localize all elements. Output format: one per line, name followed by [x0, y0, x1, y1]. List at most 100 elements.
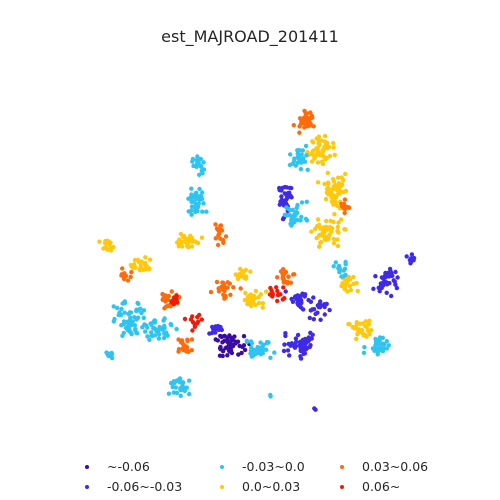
- map-point: [293, 346, 297, 350]
- map-point: [200, 236, 204, 240]
- map-point: [376, 347, 380, 351]
- map-point: [193, 197, 197, 201]
- map-point: [330, 199, 334, 203]
- map-point: [190, 328, 194, 332]
- map-point: [335, 237, 339, 241]
- legend-marker: [220, 465, 224, 469]
- map-point: [296, 152, 300, 156]
- map-point: [337, 264, 341, 268]
- map-point: [312, 406, 316, 410]
- map-point: [288, 152, 292, 156]
- map-point: [145, 334, 149, 338]
- map-point: [229, 339, 233, 343]
- map-point: [130, 265, 134, 269]
- map-point: [236, 352, 240, 356]
- map-point: [143, 329, 147, 333]
- map-point: [178, 386, 182, 390]
- map-point: [237, 344, 241, 348]
- map-point: [292, 272, 296, 276]
- map-point: [119, 323, 123, 327]
- map-point: [194, 191, 198, 195]
- map-point: [201, 201, 205, 205]
- map-point: [233, 341, 237, 345]
- map-point: [290, 341, 294, 345]
- map-point: [362, 333, 366, 337]
- map-point: [283, 213, 287, 217]
- map-point: [275, 275, 279, 279]
- map-point: [325, 141, 329, 145]
- map-point: [298, 296, 302, 300]
- map-point: [393, 270, 397, 274]
- map-point: [326, 181, 330, 185]
- legend-marker: [340, 485, 344, 489]
- map-point: [268, 394, 272, 398]
- map-point: [298, 354, 302, 358]
- map-point: [222, 339, 226, 343]
- map-point: [332, 264, 336, 268]
- map-point: [323, 312, 327, 316]
- map-point: [301, 338, 305, 342]
- map-point: [265, 341, 269, 345]
- map-point: [179, 240, 183, 244]
- map-point: [200, 190, 204, 194]
- map-point: [282, 342, 286, 346]
- map-point: [122, 271, 126, 275]
- map-point: [327, 308, 331, 312]
- map-point: [151, 320, 155, 324]
- map-point: [305, 346, 309, 350]
- map-point: [286, 348, 290, 352]
- map-point: [303, 292, 307, 296]
- legend-label: 0.0~0.03: [242, 478, 300, 496]
- map-point: [136, 316, 140, 320]
- map-point: [317, 233, 321, 237]
- map-point: [318, 226, 322, 230]
- map-point: [291, 162, 295, 166]
- map-point: [291, 300, 295, 304]
- map-point: [275, 289, 279, 293]
- map-point: [109, 354, 113, 358]
- map-point: [141, 268, 145, 272]
- map-point: [331, 177, 335, 181]
- map-point: [169, 322, 173, 326]
- map-point: [275, 299, 279, 303]
- map-point: [321, 154, 325, 158]
- map-point: [336, 244, 340, 248]
- map-point: [194, 208, 198, 212]
- map-point: [242, 343, 246, 347]
- map-point: [313, 227, 317, 231]
- map-point: [106, 239, 110, 243]
- map-point: [317, 245, 321, 249]
- map-point: [264, 289, 268, 293]
- map-point: [172, 302, 176, 306]
- map-point: [289, 186, 293, 190]
- map-point: [197, 198, 201, 202]
- map-point: [250, 341, 254, 345]
- map-point: [348, 277, 352, 281]
- map-point: [355, 327, 359, 331]
- map-point: [331, 220, 335, 224]
- map-point: [354, 337, 358, 341]
- map-point: [405, 254, 409, 258]
- map-point: [171, 298, 175, 302]
- map-point: [325, 227, 329, 231]
- point-map: [0, 0, 500, 440]
- map-point: [379, 284, 383, 288]
- map-point: [224, 345, 228, 349]
- map-point: [161, 296, 165, 300]
- map-point: [364, 319, 368, 323]
- map-point: [199, 165, 203, 169]
- map-point: [301, 156, 305, 160]
- map-point: [362, 345, 366, 349]
- map-point: [332, 212, 336, 216]
- map-point: [336, 225, 340, 229]
- map-point: [335, 185, 339, 189]
- map-point: [248, 293, 252, 297]
- map-point: [164, 332, 168, 336]
- map-point: [189, 213, 193, 217]
- map-point: [337, 269, 341, 273]
- map-point: [373, 274, 377, 278]
- map-point: [320, 159, 324, 163]
- map-point: [188, 234, 192, 238]
- map-point: [305, 124, 309, 128]
- map-point: [183, 317, 187, 321]
